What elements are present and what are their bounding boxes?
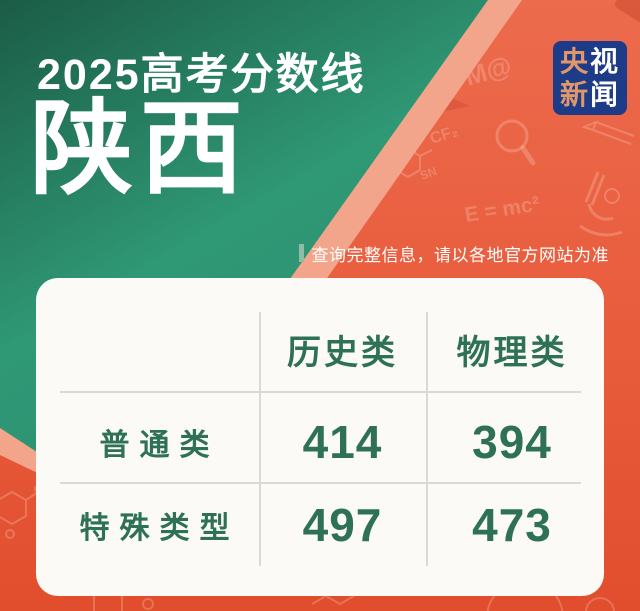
row-label-special: 特殊类型: [79, 512, 240, 545]
logo-row-2: 新闻: [560, 78, 620, 111]
header-history: 历史类: [287, 333, 398, 372]
molecule-left-icon: [0, 485, 42, 539]
doodle-sn-text: SN: [418, 164, 438, 183]
row-divider-1: [60, 391, 581, 393]
table-header-row: 历史类 物理类: [36, 306, 598, 392]
eraser-icon: [614, 0, 640, 23]
column-divider-1: [259, 312, 261, 566]
score-general-physics: 394: [472, 416, 552, 468]
notice: 查询完整信息，请以各地官方网站为准: [298, 243, 610, 265]
score-table-card: 历史类 物理类 普通类 414 394 特殊类型 497 473: [36, 278, 604, 596]
table-row-general: 普通类 414 394: [36, 391, 598, 483]
score-special-history: 497: [302, 499, 383, 551]
logo-char-shi: 视: [590, 46, 621, 77]
logo-char-wen: 闻: [590, 79, 621, 110]
magnifier-icon: [495, 119, 536, 166]
cctv-news-logo: 央视 新闻: [553, 41, 627, 115]
logo-char-yang: 央: [559, 46, 590, 77]
header-physics: 物理类: [456, 333, 568, 372]
notice-text: 查询完整信息，请以各地官方网站为准: [311, 245, 609, 265]
column-divider-2: [426, 312, 428, 566]
row-divider-2: [60, 482, 581, 484]
page-title: 2025高考分数线: [37, 51, 366, 99]
logo-char-xin: 新: [559, 79, 590, 110]
row-label-general: 普通类: [99, 429, 220, 462]
pencil-icon: [581, 120, 635, 145]
province-name: 陕西: [30, 91, 250, 206]
table-row-special: 特殊类型 497 473: [36, 482, 598, 574]
score-general-history: 414: [302, 416, 383, 468]
notice-bar-icon: [298, 244, 304, 262]
score-special-physics: 473: [472, 499, 552, 551]
doodle-emc2-text: E = mc²: [463, 192, 541, 226]
logo-row-1: 央视: [560, 45, 620, 78]
microscope-icon: [579, 171, 623, 237]
